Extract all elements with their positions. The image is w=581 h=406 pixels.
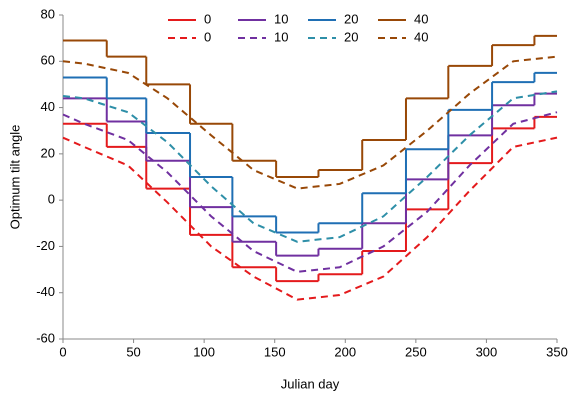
y-tick-label: 80 — [41, 6, 55, 21]
x-tick-label: 200 — [334, 344, 356, 359]
y-tick-label: 0 — [48, 192, 55, 207]
y-tick-label: -40 — [36, 284, 55, 299]
x-tick-label: 250 — [405, 344, 427, 359]
y-tick-label: -20 — [36, 238, 55, 253]
legend-label: 20 — [344, 29, 358, 44]
dashed-line — [62, 55, 558, 190]
x-tick-label: 300 — [476, 344, 498, 359]
legend-label: 40 — [414, 29, 428, 44]
x-tick-label: 50 — [126, 344, 140, 359]
y-tick-label: -60 — [36, 330, 55, 345]
dashed-line — [62, 111, 558, 273]
x-tick-label: 0 — [59, 344, 66, 359]
y-tick-label: 60 — [41, 53, 55, 68]
x-tick-label: 150 — [264, 344, 286, 359]
legend-label: 10 — [274, 29, 288, 44]
legend-label: 0 — [204, 11, 211, 26]
x-axis-label: Julian day — [281, 376, 340, 391]
y-tick-label: 20 — [41, 145, 55, 160]
legend-label: 10 — [274, 11, 288, 26]
dashed-line — [62, 136, 558, 301]
y-tick-label: 40 — [41, 99, 55, 114]
legend-label: 20 — [344, 11, 358, 26]
dashed-line — [62, 90, 558, 243]
x-tick-label: 350 — [546, 344, 568, 359]
legend-label: 40 — [414, 11, 428, 26]
legend-label: 0 — [204, 29, 211, 44]
y-axis-label: Optimum tilt angle — [7, 125, 22, 230]
x-tick-label: 100 — [193, 344, 215, 359]
